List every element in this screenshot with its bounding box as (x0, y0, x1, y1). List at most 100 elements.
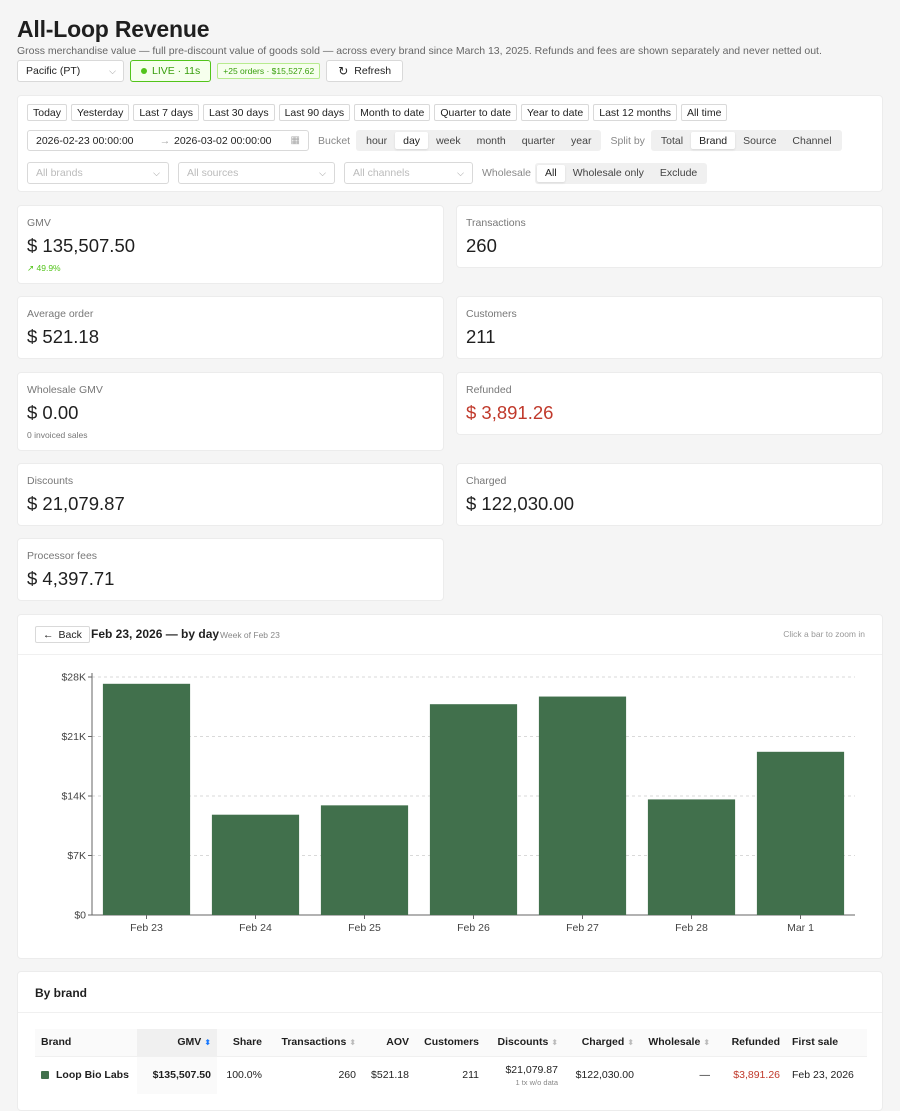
table-row[interactable]: Loop Bio Labs $135,507.50 100.0% 260 $52… (35, 1056, 867, 1094)
bar-chart: $0 $7K $14K $21K $28K Feb 23 Feb 24 Feb 25 Feb 2… (61, 672, 855, 934)
brand-name: Loop Bio Labs (56, 1069, 129, 1082)
brands-placeholder: All brands (36, 167, 83, 179)
split-channel[interactable]: Channel (792, 134, 832, 147)
col-brand: Brand (35, 1029, 137, 1057)
discounts-value: $21,079.87 (505, 1063, 558, 1076)
wholesale-only[interactable]: Wholesale only (572, 167, 644, 179)
bucket-month[interactable]: month (476, 134, 506, 147)
sort-icon: ⬍ (703, 1038, 710, 1048)
split-total[interactable]: Total (660, 134, 684, 147)
col-wholesale[interactable]: Wholesale ⬍ (640, 1029, 716, 1057)
col-transactions[interactable]: Transactions ⬍ (268, 1029, 362, 1057)
x-tick-label: Feb 25 (348, 922, 381, 934)
split-selector: Total Brand Source Channel (650, 130, 842, 151)
preset-last-7-days[interactable]: Last 7 days (133, 104, 200, 121)
col-gmv[interactable]: GMV ⬍ (137, 1029, 217, 1057)
range-start[interactable]: 2026-02-23 00:00:00 (36, 134, 134, 147)
cell-first-sale: Feb 23, 2026 (792, 1069, 854, 1082)
chevron-down-icon: ⌵ (319, 167, 326, 178)
bucket-quarter[interactable]: quarter (521, 134, 556, 147)
stat-value: $ 3,891.26 (466, 402, 554, 423)
page-subtitle: Gross merchandise value — full pre-disco… (17, 45, 822, 57)
brands-select[interactable]: All brands ⌵ (27, 162, 169, 184)
col-gmv-label: GMV (177, 1036, 202, 1049)
stat-card-average-order: Average order $ 521.18 (17, 296, 444, 359)
preset-all-time[interactable]: All time (681, 104, 728, 121)
chart-bar[interactable] (538, 696, 627, 915)
bucket-day[interactable]: day (395, 132, 429, 149)
trend-value: 49.9% (36, 263, 61, 273)
stat-label: Customers (466, 308, 517, 320)
chart-bar[interactable] (647, 799, 736, 915)
stat-label: Refunded (466, 384, 512, 396)
range-row: 2026-02-23 00:00:00 → 2026-03-02 00:00:0… (27, 130, 842, 151)
col-share: Share (217, 1029, 268, 1057)
date-range-picker[interactable]: 2026-02-23 00:00:00 → 2026-03-02 00:00:0… (27, 130, 309, 151)
y-tick-label: $0 (74, 910, 86, 922)
bucket-week[interactable]: week (436, 134, 461, 147)
col-wholesale-label: Wholesale (648, 1036, 701, 1049)
stat-value: $ 0.00 (27, 402, 79, 423)
col-charged[interactable]: Charged ⬍ (564, 1029, 640, 1057)
preset-row: Today Yesterday Last 7 days Last 30 days… (27, 104, 728, 121)
chart-bar[interactable] (211, 814, 300, 915)
cell-aov: $521.18 (371, 1069, 409, 1082)
chevron-down-icon: ⌵ (457, 167, 464, 178)
toolbar: Pacific (PT) ⌵ LIVE · 11s +25 orders · $… (17, 60, 404, 82)
sort-icon: ⬍ (349, 1038, 356, 1048)
arrow-right-icon: → (159, 134, 171, 147)
preset-today[interactable]: Today (27, 104, 68, 121)
discounts-note: 1 tx w/o data (515, 1077, 558, 1087)
wholesale-all[interactable]: All (537, 164, 565, 182)
bucket-label: Bucket (318, 134, 351, 147)
range-end[interactable]: 2026-03-02 00:00:00 (174, 134, 272, 147)
preset-last-90-days[interactable]: Last 90 days (278, 104, 351, 121)
stat-card-discounts: Discounts $ 21,079.87 (17, 463, 444, 526)
cell-brand: Loop Bio Labs (35, 1056, 137, 1094)
bucket-year[interactable]: year (571, 134, 592, 147)
timezone-select[interactable]: Pacific (PT) ⌵ (17, 60, 124, 82)
split-brand[interactable]: Brand (691, 132, 736, 149)
revenue-chart-card: ← Back Feb 23, 2026 — by day Week of Feb… (17, 614, 883, 959)
back-button[interactable]: ← Back (35, 626, 90, 643)
stat-label: Discounts (27, 475, 74, 487)
bucket-hour[interactable]: hour (366, 134, 388, 147)
channels-select[interactable]: All channels ⌵ (344, 162, 473, 184)
refresh-button[interactable]: ↻ Refresh (326, 60, 404, 82)
cell-wholesale: — (699, 1069, 711, 1082)
col-discounts[interactable]: Discounts ⬍ (485, 1029, 564, 1057)
chart-bar[interactable] (756, 751, 845, 915)
cell-customers: 211 (462, 1069, 479, 1082)
stat-card-refunded: Refunded $ 3,891.26 (456, 372, 883, 435)
preset-yesterday[interactable]: Yesterday (71, 104, 130, 121)
stat-label: GMV (27, 217, 51, 229)
y-tick-label: $14K (61, 791, 86, 803)
split-source[interactable]: Source (743, 134, 777, 147)
preset-last-30-days[interactable]: Last 30 days (203, 104, 275, 121)
stat-value: $ 135,507.50 (27, 235, 136, 256)
chart-hint: Click a bar to zoom in (783, 629, 865, 639)
sources-select[interactable]: All sources ⌵ (178, 162, 335, 184)
gmv-trend: ↗ 49.9% (27, 263, 61, 274)
wholesale-exclude[interactable]: Exclude (659, 167, 698, 179)
chart-bar[interactable] (320, 805, 409, 915)
stat-label: Wholesale GMV (27, 384, 103, 396)
page-title: All-Loop Revenue (17, 16, 210, 42)
channels-placeholder: All channels (353, 167, 410, 179)
live-toggle[interactable]: LIVE · 11s (130, 60, 212, 82)
cell-discounts: $21,079.87 1 tx w/o data (485, 1056, 564, 1094)
chart-bar[interactable] (102, 683, 191, 915)
preset-last-12-months[interactable]: Last 12 months (593, 104, 678, 121)
x-tick-label: Feb 24 (239, 922, 272, 934)
back-label: Back (58, 628, 82, 641)
preset-month-to-date[interactable]: Month to date (354, 104, 431, 121)
wholesale-selector: All Wholesale only Exclude (535, 162, 708, 184)
x-tick-label: Feb 26 (457, 922, 490, 934)
chart-bar[interactable] (429, 704, 518, 915)
stat-card-gmv: GMV $ 135,507.50 ↗ 49.9% (17, 205, 444, 284)
stat-card-processor-fees: Processor fees $ 4,397.71 (17, 538, 444, 601)
cell-transactions: 260 (338, 1069, 356, 1082)
preset-year-to-date[interactable]: Year to date (520, 104, 590, 121)
preset-quarter-to-date[interactable]: Quarter to date (434, 104, 517, 121)
divider (18, 654, 882, 655)
